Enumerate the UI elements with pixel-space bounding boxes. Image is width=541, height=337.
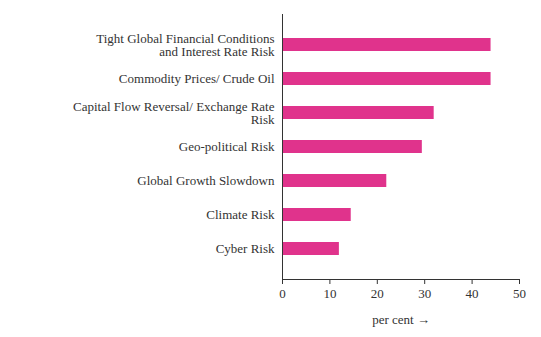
svg-text:Climate Risk: Climate Risk — [206, 207, 275, 222]
svg-text:10: 10 — [323, 286, 336, 301]
svg-text:Global Growth Slowdown: Global Growth Slowdown — [137, 173, 275, 188]
svg-text:Commodity Prices/ Crude Oil: Commodity Prices/ Crude Oil — [119, 71, 275, 86]
svg-text:50: 50 — [513, 286, 526, 301]
svg-text:0: 0 — [279, 286, 286, 301]
svg-text:Geo-political Risk: Geo-political Risk — [179, 139, 275, 154]
svg-text:Tight Global Financial Conditi: Tight Global Financial Conditionsand Int… — [96, 31, 275, 59]
svg-text:Cyber Risk: Cyber Risk — [216, 241, 275, 256]
svg-text:30: 30 — [418, 286, 431, 301]
svg-text:20: 20 — [371, 286, 384, 301]
svg-text:40: 40 — [466, 286, 479, 301]
svg-text:Capital Flow Reversal/ Exchang: Capital Flow Reversal/ Exchange RateRisk — [73, 99, 275, 127]
svg-text:per cent →: per cent → — [372, 312, 430, 327]
